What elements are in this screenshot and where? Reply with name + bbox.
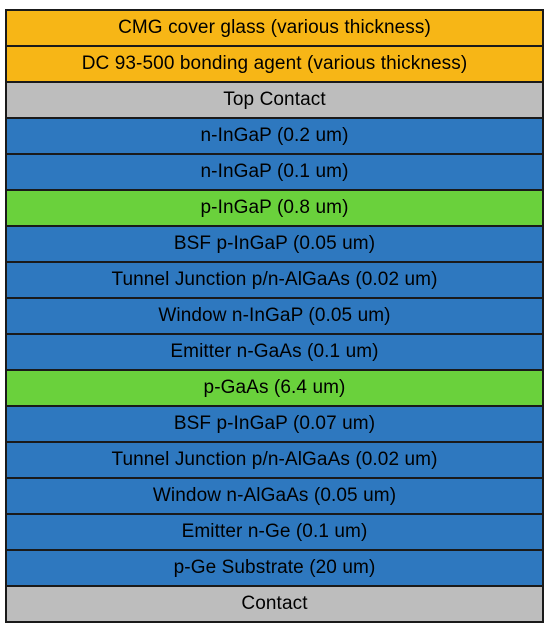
layer-tunnel-junction-bottom: Tunnel Junction p/n-AlGaAs (0.02 um) — [7, 441, 542, 477]
layer-stack-diagram: CMG cover glass (various thickness) DC 9… — [5, 9, 544, 623]
layer-window-n-algaas: Window n-AlGaAs (0.05 um) — [7, 477, 542, 513]
layer-cover-glass: CMG cover glass (various thickness) — [7, 11, 542, 45]
layer-emitter-n-ge: Emitter n-Ge (0.1 um) — [7, 513, 542, 549]
layer-tunnel-junction-top: Tunnel Junction p/n-AlGaAs (0.02 um) — [7, 261, 542, 297]
layer-p-ge-substrate: p-Ge Substrate (20 um) — [7, 549, 542, 585]
layer-window-n-ingap: Window n-InGaP (0.05 um) — [7, 297, 542, 333]
layer-top-contact: Top Contact — [7, 81, 542, 117]
layer-bottom-contact: Contact — [7, 585, 542, 621]
layer-emitter-n-gaas: Emitter n-GaAs (0.1 um) — [7, 333, 542, 369]
layer-p-gaas-base: p-GaAs (6.4 um) — [7, 369, 542, 405]
layer-n-ingap-cap: n-InGaP (0.2 um) — [7, 117, 542, 153]
layer-n-ingap-emitter: n-InGaP (0.1 um) — [7, 153, 542, 189]
layer-bsf-p-ingap-top: BSF p-InGaP (0.05 um) — [7, 225, 542, 261]
layer-bonding-agent: DC 93-500 bonding agent (various thickne… — [7, 45, 542, 81]
layer-p-ingap-base: p-InGaP (0.8 um) — [7, 189, 542, 225]
layer-bsf-p-ingap-bottom: BSF p-InGaP (0.07 um) — [7, 405, 542, 441]
